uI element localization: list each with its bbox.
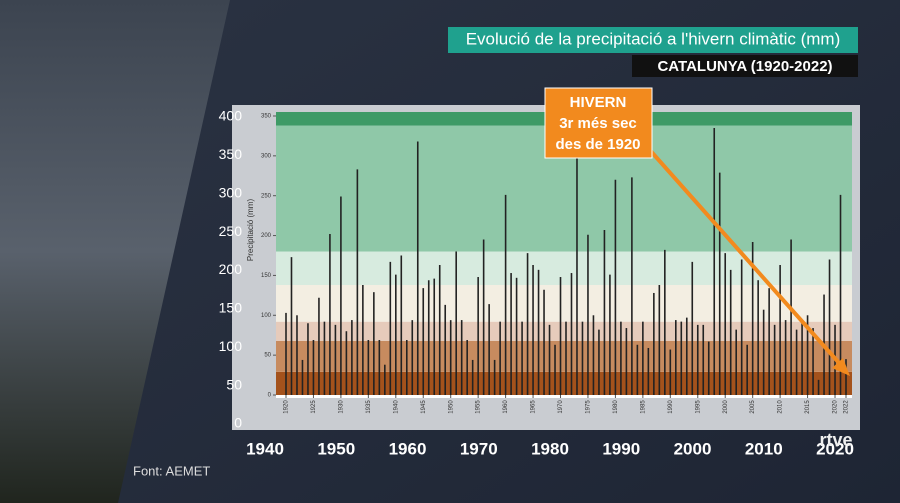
x2-tick-label: 1960 [389, 439, 427, 458]
y-tick-label: 250 [261, 193, 272, 199]
y2-tick-label: 100 [219, 338, 243, 354]
x2-tick-label: 1990 [602, 439, 640, 458]
overlay: 0 50 100 150 200 250 300 350 400 1940 1950 1960 1970… [219, 87, 854, 458]
x-tick-label: 2010 [778, 400, 784, 414]
y-tick-label: 100 [261, 313, 272, 319]
chart-title: Evolució de la precipitació a l'hivern c… [466, 29, 841, 48]
annotation-arrowhead [832, 358, 850, 376]
x-tick-label: 2020 [833, 400, 839, 414]
x-tick-label: 2022 [844, 400, 850, 414]
x2-tick-label: 2000 [674, 439, 712, 458]
x-tick-label: 2005 [750, 400, 756, 414]
x-tick-label: 1975 [586, 400, 592, 414]
x2-tick-label: 1950 [317, 439, 355, 458]
y2-tick-label: 400 [219, 108, 243, 124]
x-tick-label: 1935 [366, 400, 372, 414]
y-tick-label: 0 [268, 393, 272, 399]
y2-tick-label: 250 [219, 223, 243, 239]
band [276, 321, 852, 341]
x2-tick-label: 2020 [816, 439, 854, 458]
x-tick-label: 1980 [613, 400, 619, 414]
band [276, 340, 852, 372]
annotation-box [544, 87, 653, 159]
annotation-text: HIVERN [570, 94, 627, 111]
band [276, 284, 852, 322]
x2-tick-label: 1970 [460, 439, 498, 458]
x-tick-label: 1985 [640, 400, 646, 414]
x2-tick-label: 1940 [246, 439, 284, 458]
y2-tick-label: 200 [219, 261, 243, 277]
y-tick-label: 350 [261, 114, 272, 120]
x-tick-label: 1940 [393, 400, 399, 414]
y2-tick-label: 350 [219, 146, 243, 162]
y-tick-label: 300 [261, 153, 272, 159]
y-tick-label: 50 [264, 353, 271, 359]
watermark: rtve [819, 430, 852, 450]
x-tick-label: 1990 [668, 400, 674, 414]
y2-tick-label: 0 [234, 415, 242, 431]
y-axis-label: Precipitació (mm) [246, 199, 255, 262]
x-tick-label: 2000 [723, 400, 729, 414]
x2-tick-label: 2010 [745, 439, 783, 458]
x-tick-label: 1970 [558, 400, 564, 414]
y2-tick-label: 300 [219, 184, 243, 200]
x-tick-label: 1945 [421, 400, 427, 414]
title-box [448, 27, 858, 53]
x-tick-label: 2015 [805, 400, 811, 414]
x-tick-label: 1950 [448, 400, 454, 414]
y2-tick-label: 50 [226, 376, 242, 392]
subtitle-box [632, 55, 858, 77]
source: Font: AEMET [133, 463, 210, 478]
x-tick-label: 1995 [695, 400, 701, 414]
annotation-text: 3r més sec [559, 115, 637, 132]
chart-subtitle: CATALUNYA (1920-2022) [657, 58, 832, 75]
x-tick-label: 1920 [284, 400, 290, 414]
annotation-text: des de 1920 [555, 136, 640, 153]
x-tick-label: 1965 [531, 400, 537, 414]
annotation-arrow [646, 146, 842, 366]
x-tick-label: 1955 [476, 400, 482, 414]
x-tick-label: 1930 [338, 400, 344, 414]
x2-tick-label: 1980 [531, 439, 569, 458]
x-tick-label: 1925 [311, 400, 317, 414]
y2-tick-label: 150 [219, 300, 243, 316]
y-tick-label: 150 [261, 273, 272, 279]
x-tick-label: 1960 [503, 400, 509, 414]
y-tick-label: 200 [261, 233, 272, 239]
